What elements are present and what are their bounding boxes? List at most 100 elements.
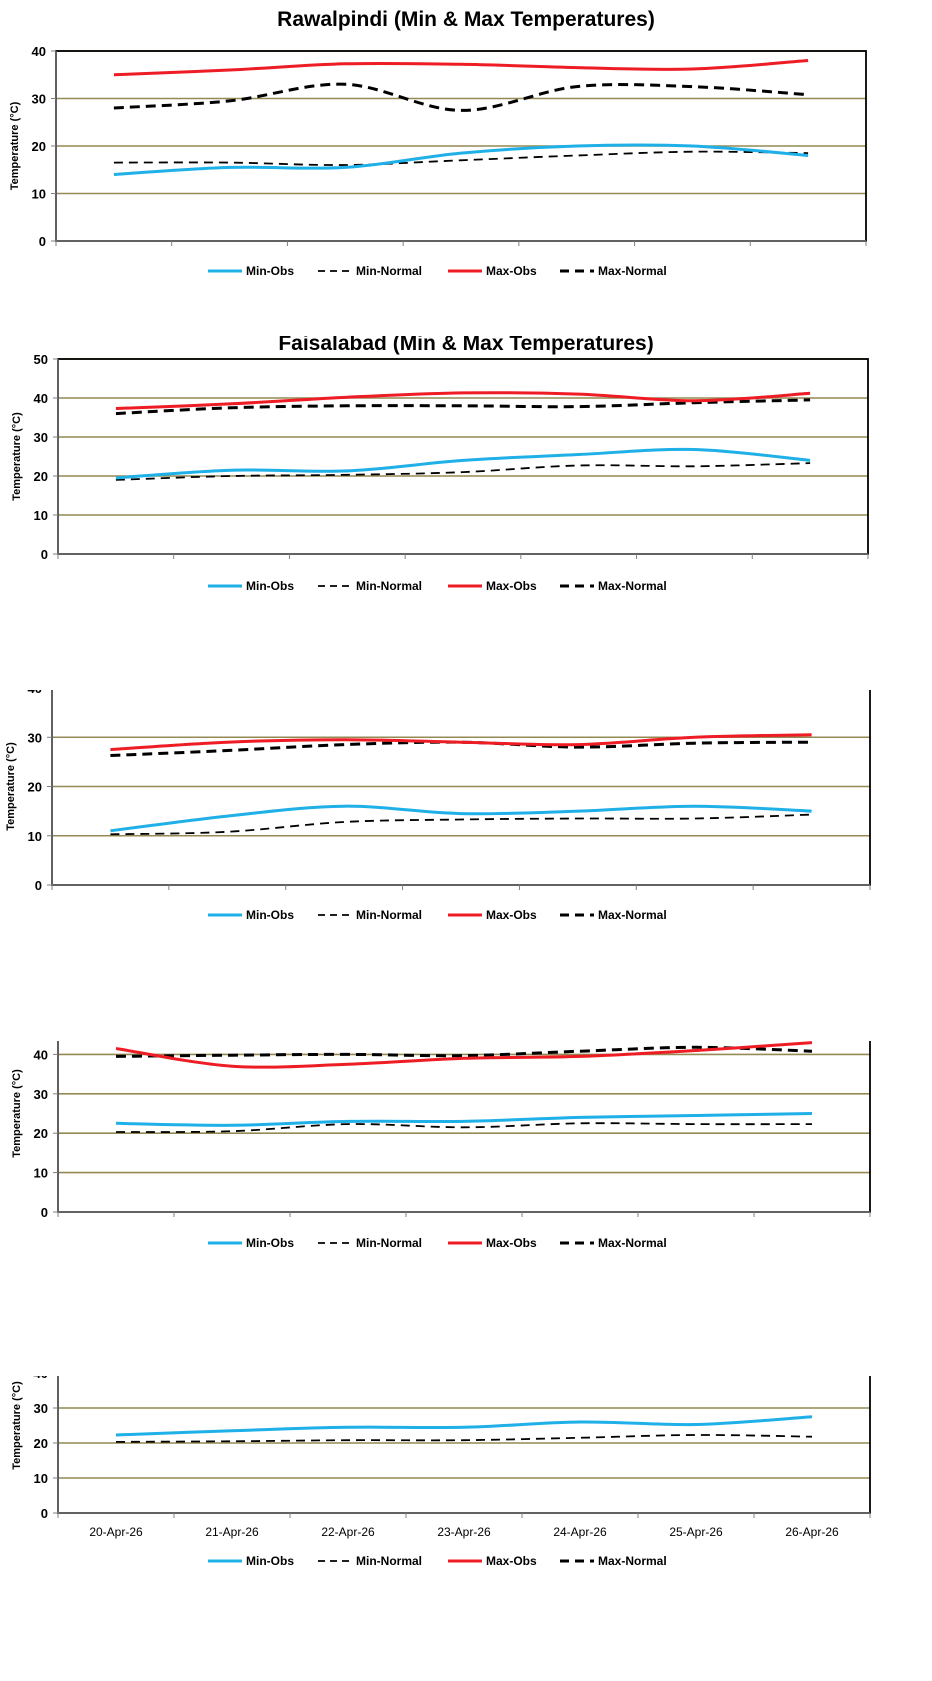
y-tick-label: 20 [34, 1436, 48, 1451]
y-tick-label: 0 [35, 878, 42, 893]
series-line-max-normal [115, 1045, 813, 1058]
series-line-min-normal [113, 150, 809, 166]
legend-item-min-obs: Min-Obs [208, 908, 294, 922]
legend-item-max-obs: Max-Obs [448, 1236, 537, 1250]
y-tick-label: 40 [32, 44, 46, 59]
y-tick-label: 10 [28, 829, 42, 844]
y-tick-label: 10 [32, 187, 46, 202]
legend-label: Min-Normal [356, 908, 422, 922]
series-line-min-normal [110, 813, 812, 836]
legend-label: Max-Normal [598, 908, 667, 922]
chart-svg: Usta Muhammad (Min & Max Temperatures)01… [11, 1376, 871, 1568]
y-tick-label: 50 [34, 352, 48, 367]
legend-item-min-normal: Min-Normal [318, 264, 422, 278]
legend-label: Min-Obs [246, 1554, 294, 1568]
y-tick-label: 30 [34, 1087, 48, 1102]
chart-svg: Quetta (Min & Max Temperatures)010203040… [5, 690, 871, 922]
legend-label: Min-Normal [356, 264, 422, 278]
y-tick-label: 40 [28, 690, 42, 696]
series-line-max-normal [115, 398, 811, 416]
y-axis-label: Temperature (°C) [11, 1069, 23, 1158]
legend-item-max-normal: Max-Normal [560, 264, 667, 278]
x-tick-label: 25-Apr-26 [669, 1525, 723, 1539]
legend-item-min-normal: Min-Normal [318, 1554, 422, 1568]
legend-item-min-normal: Min-Normal [318, 1236, 422, 1250]
series-line-min-normal [115, 462, 811, 481]
y-tick-label: 0 [41, 1506, 48, 1521]
legend-item-max-obs: Max-Obs [448, 579, 537, 593]
legend-label: Max-Normal [598, 579, 667, 593]
y-tick-label: 30 [34, 430, 48, 445]
legend-label: Min-Normal [356, 1236, 422, 1250]
y-tick-label: 40 [34, 1047, 48, 1062]
legend-item-max-obs: Max-Obs [448, 1554, 537, 1568]
legend-item-max-normal: Max-Normal [560, 579, 667, 593]
series-line-min-obs [113, 143, 809, 176]
legend-label: Max-Normal [598, 1554, 667, 1568]
legend-label: Min-Obs [246, 579, 294, 593]
legend-item-max-normal: Max-Normal [560, 1236, 667, 1250]
y-tick-label: 20 [28, 780, 42, 795]
y-tick-label: 10 [34, 1166, 48, 1181]
x-tick-label: 26-Apr-26 [785, 1525, 839, 1539]
series-line-min-obs [115, 447, 811, 480]
legend-label: Max-Obs [486, 264, 537, 278]
legend-item-max-normal: Max-Normal [560, 1554, 667, 1568]
x-tick-label: 21-Apr-26 [205, 1525, 259, 1539]
chart-usta-muhammad: Usta Muhammad (Min & Max Temperatures)01… [0, 1376, 932, 1681]
plot-area [57, 1376, 871, 1514]
legend-label: Min-Obs [246, 264, 294, 278]
y-axis-label: Temperature (°C) [11, 412, 23, 501]
chart-tandojam: Tandojam (Min & Max Temperatures)0102030… [0, 1041, 932, 1331]
y-axis-label: Temperature (°C) [9, 101, 21, 190]
x-tick-label: 22-Apr-26 [321, 1525, 375, 1539]
y-tick-label: 10 [34, 508, 48, 523]
series-line-max-normal [113, 82, 809, 112]
legend-item-min-normal: Min-Normal [318, 908, 422, 922]
chart-svg: Tandojam (Min & Max Temperatures)0102030… [11, 1041, 871, 1250]
legend-label: Max-Obs [486, 579, 537, 593]
y-tick-label: 10 [34, 1471, 48, 1486]
y-tick-label: 20 [32, 139, 46, 154]
legend-item-min-obs: Min-Obs [208, 579, 294, 593]
chart-title: Faisalabad (Min & Max Temperatures) [278, 336, 653, 355]
series-line-max-obs [115, 391, 811, 410]
series-line-min-obs [110, 804, 812, 833]
legend-label: Min-Normal [356, 579, 422, 593]
y-tick-label: 40 [34, 1376, 48, 1381]
chart-quetta: Quetta (Min & Max Temperatures)010203040… [0, 690, 932, 990]
x-tick-label: 24-Apr-26 [553, 1525, 607, 1539]
legend-label: Min-Obs [246, 908, 294, 922]
y-tick-label: 0 [41, 1205, 48, 1220]
legend-item-min-obs: Min-Obs [208, 264, 294, 278]
legend-label: Max-Normal [598, 264, 667, 278]
series-line-max-obs [115, 1041, 813, 1069]
legend-item-max-obs: Max-Obs [448, 264, 537, 278]
legend-label: Max-Obs [486, 1554, 537, 1568]
legend-label: Max-Obs [486, 1236, 537, 1250]
y-tick-label: 0 [41, 547, 48, 562]
legend-item-min-obs: Min-Obs [208, 1236, 294, 1250]
chart-svg: Faisalabad (Min & Max Temperatures) 0 10 20… [11, 336, 869, 593]
y-tick-label: 20 [34, 469, 48, 484]
legend-label: Min-Normal [356, 1554, 422, 1568]
legend-label: Max-Obs [486, 908, 537, 922]
y-tick-label: 40 [34, 391, 48, 406]
chart-svg: Rawalpindi (Min & Max Temperatures) 0 10 20… [9, 8, 867, 278]
chart-rawalpindi: Rawalpindi (Min & Max Temperatures) 0 10 20… [0, 0, 932, 292]
chart-title: Rawalpindi (Min & Max Temperatures) [277, 8, 655, 31]
legend-item-max-obs: Max-Obs [448, 908, 537, 922]
y-tick-label: 30 [28, 730, 42, 745]
legend-label: Min-Obs [246, 1236, 294, 1250]
y-axis-label: Temperature (°C) [11, 1381, 23, 1470]
y-tick-label: 20 [34, 1126, 48, 1141]
series-line-min-normal [115, 1122, 813, 1133]
legend-item-min-obs: Min-Obs [208, 1554, 294, 1568]
plot-area [51, 690, 871, 886]
series-line-min-obs [115, 1112, 813, 1127]
x-tick-label: 20-Apr-26 [89, 1525, 143, 1539]
series-line-min-normal [115, 1434, 813, 1443]
series-line-max-obs [113, 59, 809, 77]
y-tick-label: 0 [39, 234, 46, 249]
x-tick-label: 23-Apr-26 [437, 1525, 491, 1539]
